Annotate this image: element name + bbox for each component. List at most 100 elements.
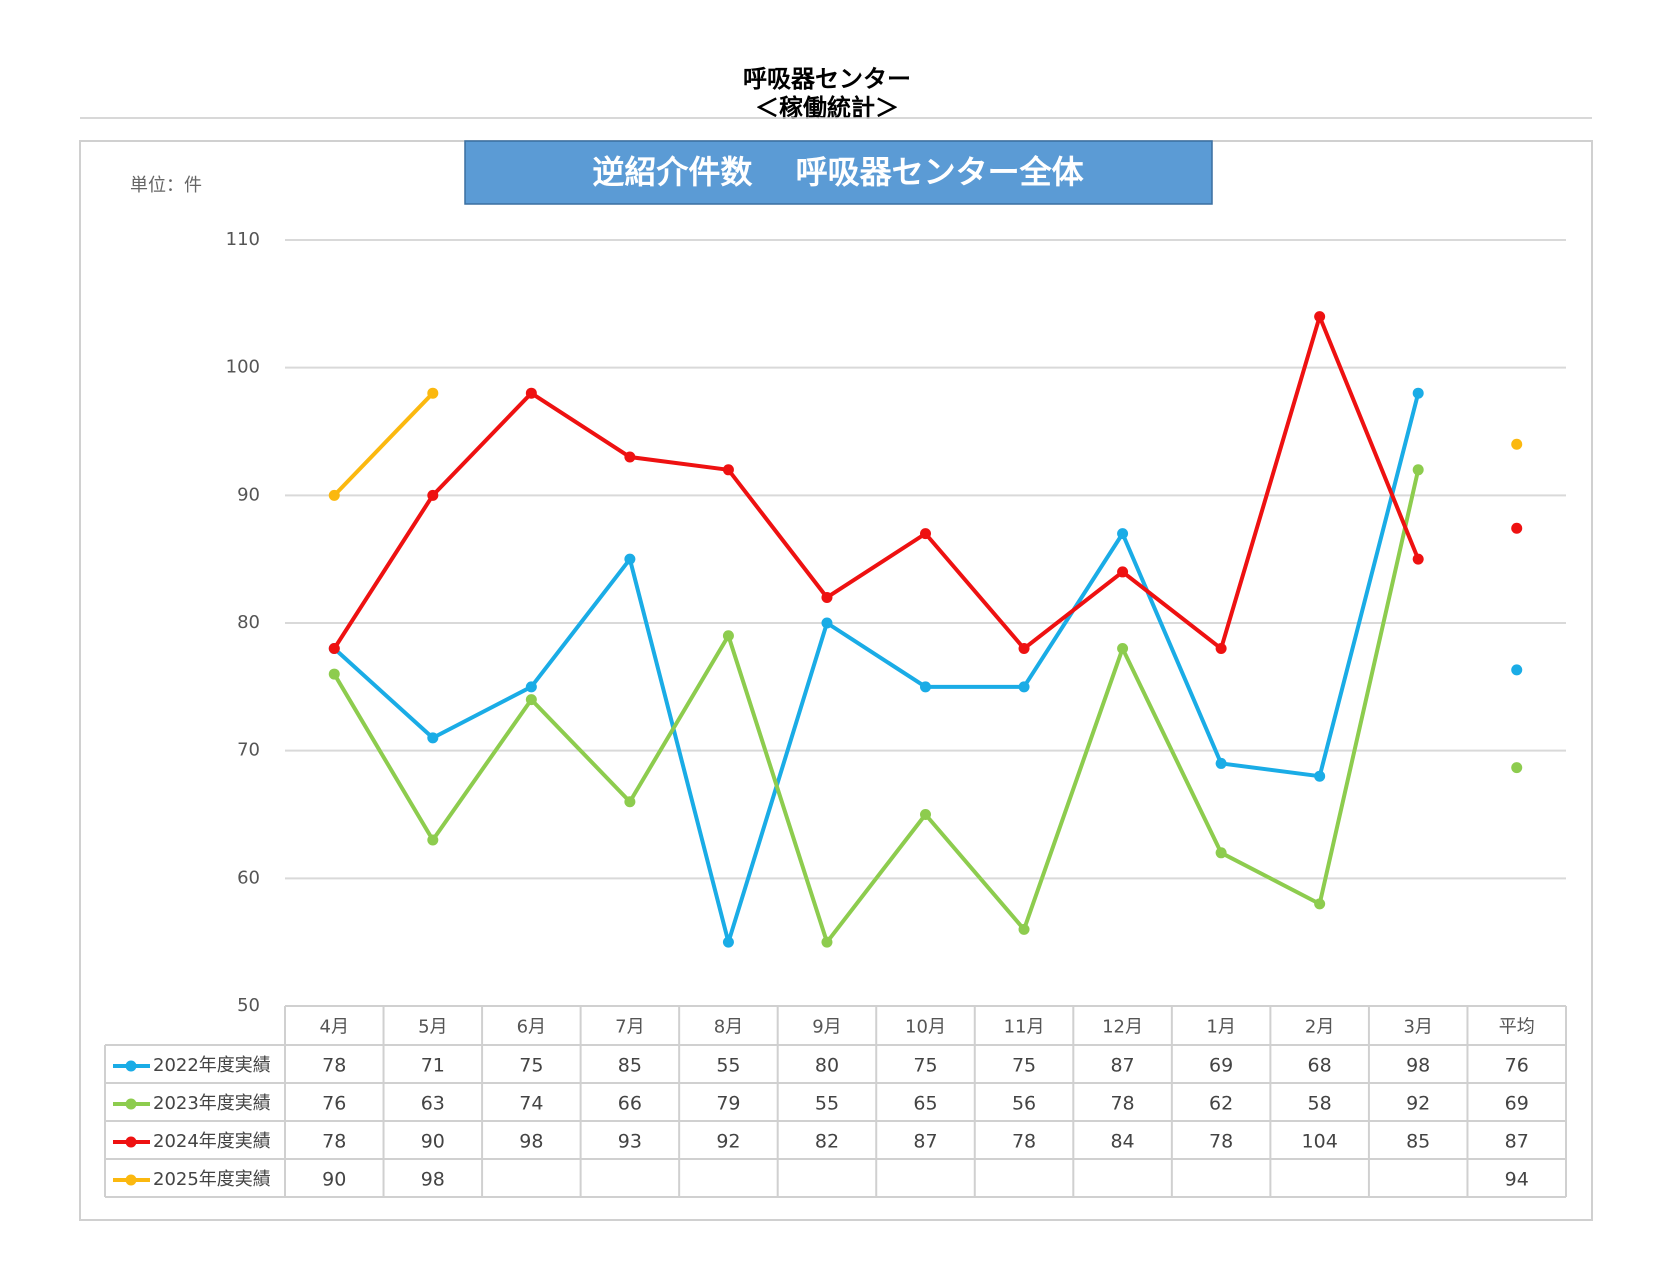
table-average: 76 (1505, 1055, 1529, 1077)
table-value: 62 (1209, 1093, 1233, 1115)
y-tick-label: 70 (237, 740, 260, 761)
table-value: 82 (815, 1131, 839, 1153)
series-line (332, 314, 1421, 651)
y-tick-label: 90 (237, 484, 260, 505)
data-point (328, 489, 340, 501)
data-point (821, 591, 833, 603)
average-point (1511, 438, 1523, 450)
x-tick-label: 7月 (615, 1017, 644, 1038)
data-point (920, 681, 931, 693)
average-point (1511, 522, 1523, 534)
table-value: 98 (421, 1169, 445, 1191)
table-average: 94 (1505, 1169, 1529, 1191)
table-value: 78 (322, 1131, 346, 1153)
average-point (1511, 762, 1523, 774)
table-value: 63 (421, 1093, 445, 1115)
x-tick-label: 8月 (714, 1017, 743, 1038)
chart-title: 逆紹介件数 呼吸器センター全体 (592, 153, 1083, 191)
data-point (920, 809, 931, 820)
data-point (1215, 757, 1227, 769)
table-value: 68 (1308, 1055, 1332, 1077)
legend-label: 2024年度実績 (153, 1131, 271, 1152)
table-value: 58 (1308, 1093, 1332, 1115)
data-point (821, 617, 833, 629)
series-line (332, 391, 435, 497)
table-value: 75 (519, 1055, 543, 1077)
x-tick-label: 5月 (418, 1017, 447, 1038)
table-value: 90 (322, 1169, 346, 1191)
table-value: 75 (913, 1055, 937, 1077)
table-value: 78 (1110, 1093, 1134, 1115)
data-point (525, 681, 537, 693)
table-value: 87 (1110, 1055, 1134, 1077)
data-point (1314, 898, 1326, 910)
table-average: 87 (1505, 1131, 1529, 1153)
data-point (525, 694, 537, 706)
data-point (1117, 643, 1129, 655)
data-point (821, 936, 833, 948)
y-tick-label: 50 (237, 995, 260, 1016)
data-point (1215, 643, 1227, 655)
table-value: 85 (618, 1055, 642, 1077)
y-tick-label: 60 (237, 867, 260, 888)
data-point (1215, 847, 1227, 859)
table-value: 65 (913, 1093, 937, 1115)
data-point (427, 489, 439, 501)
table-value: 66 (618, 1093, 642, 1115)
data-point (1018, 681, 1030, 693)
unit-label: 単位：件 (130, 175, 202, 196)
x-tick-label: 1月 (1206, 1017, 1235, 1038)
data-point (525, 387, 537, 399)
y-tick-label: 110 (226, 229, 260, 250)
y-tick-label: 100 (226, 357, 260, 378)
table-value: 55 (815, 1093, 839, 1115)
table-value: 78 (322, 1055, 346, 1077)
data-point (722, 936, 734, 948)
series-line (332, 392, 1421, 945)
data-point (328, 668, 340, 680)
data-point (1018, 643, 1030, 655)
x-tick-label: 9月 (812, 1017, 841, 1038)
data-point (1117, 528, 1129, 540)
table-value: 79 (716, 1093, 740, 1115)
data-point (624, 796, 636, 808)
table-value: 55 (716, 1055, 740, 1077)
x-tick-label: 3月 (1403, 1017, 1432, 1038)
table-value: 56 (1012, 1093, 1036, 1115)
chart-title-box (464, 140, 1213, 205)
legend-label: 2025年度実績 (153, 1169, 271, 1190)
y-tick-label: 80 (237, 612, 260, 633)
x-tick-label: 10月 (905, 1017, 946, 1038)
table-value: 92 (716, 1131, 740, 1153)
data-point (1412, 464, 1424, 476)
table-value: 98 (519, 1131, 543, 1153)
data-point (328, 643, 340, 655)
legend-label: 2022年度実績 (153, 1055, 271, 1076)
average-point (1511, 664, 1523, 676)
table-value: 84 (1110, 1131, 1134, 1153)
table-value: 98 (1406, 1055, 1430, 1077)
data-point (427, 387, 439, 399)
x-tick-label: 4月 (320, 1017, 349, 1038)
table-value: 85 (1406, 1131, 1430, 1153)
page-title: 呼吸器センター (743, 65, 911, 93)
data-point (1412, 553, 1424, 565)
table-value: 104 (1302, 1131, 1338, 1153)
table-value: 92 (1406, 1093, 1430, 1115)
data-point (1412, 387, 1424, 399)
data-point (1117, 566, 1129, 578)
x-tick-label: 12月 (1102, 1017, 1143, 1038)
table-value: 78 (1209, 1131, 1233, 1153)
data-point (920, 528, 931, 540)
data-point (427, 834, 439, 846)
table-value: 80 (815, 1055, 839, 1077)
x-tick-label: 6月 (517, 1017, 546, 1038)
table-value: 93 (618, 1131, 642, 1153)
series-line (332, 469, 1421, 945)
x-tick-label: 平均 (1499, 1017, 1535, 1038)
table-value: 69 (1209, 1055, 1233, 1077)
legend-label: 2023年度実績 (153, 1093, 271, 1114)
data-point (1314, 311, 1326, 323)
data-point (624, 451, 636, 463)
